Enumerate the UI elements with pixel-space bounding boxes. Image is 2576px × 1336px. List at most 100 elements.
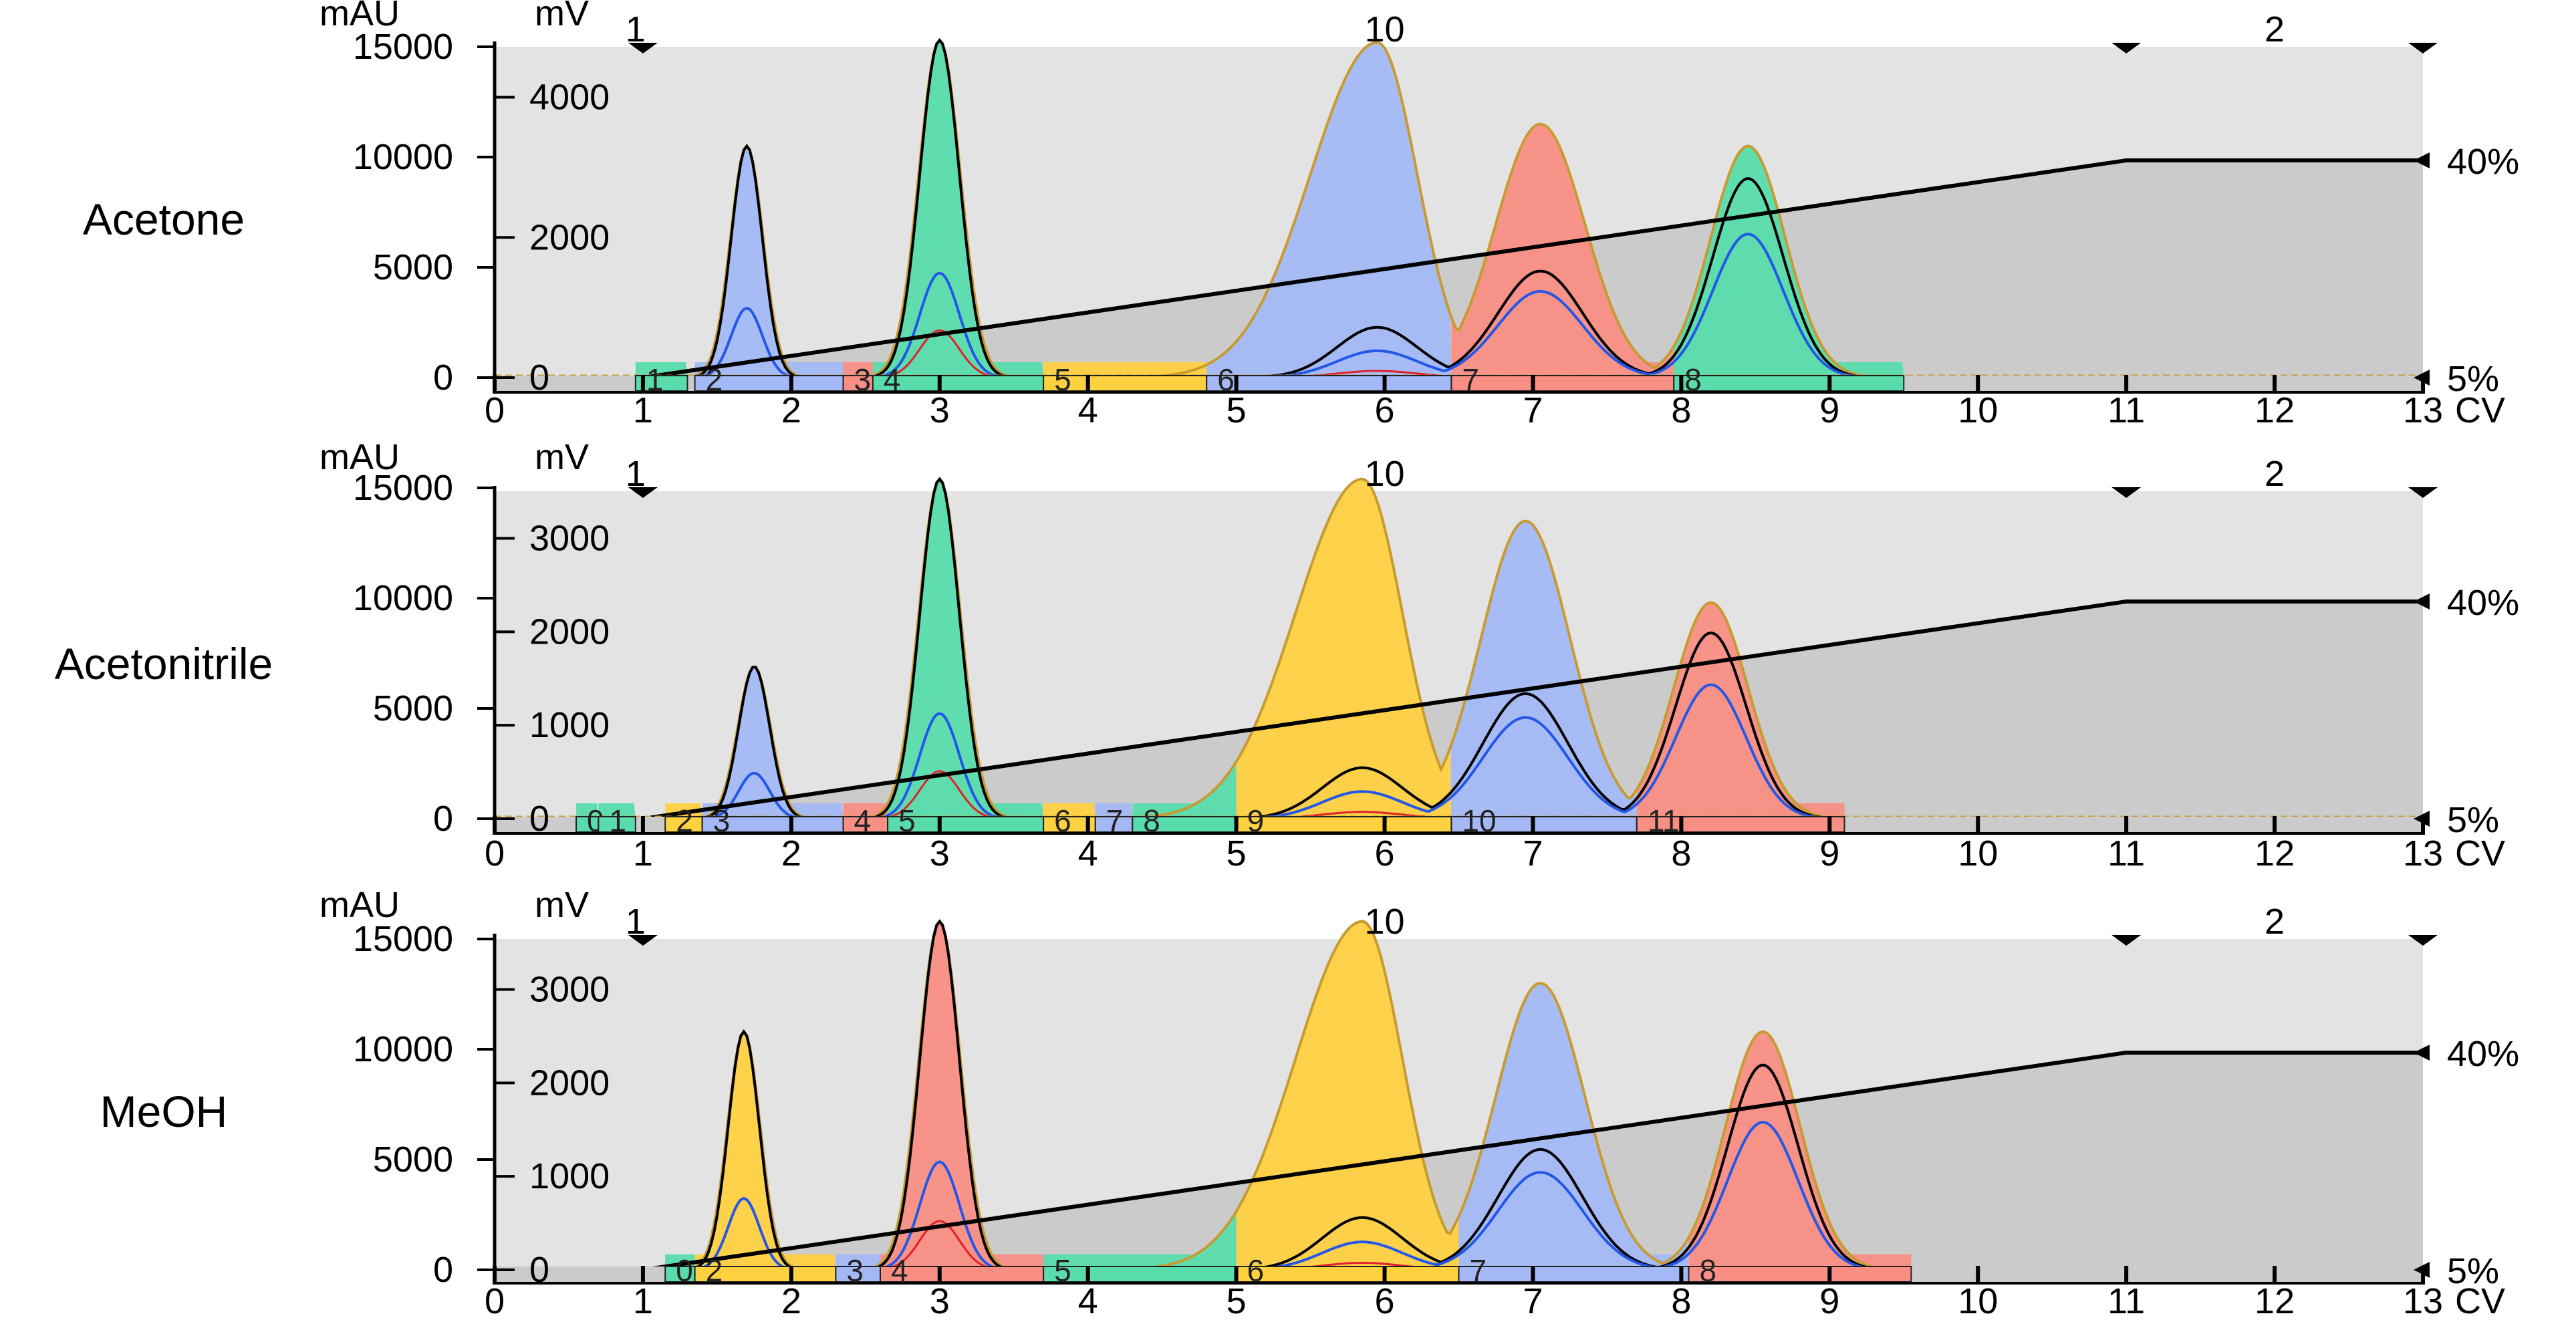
peak-area-fraction-8 xyxy=(1132,761,1237,819)
x-axis-unit: CV xyxy=(2455,390,2505,430)
segment-label-10: 10 xyxy=(1364,454,1404,494)
y-right-tick-label-0: 0 xyxy=(529,799,549,839)
gradient-marker xyxy=(2414,1262,2430,1278)
x-tick-label-10: 10 xyxy=(1958,1281,1998,1321)
x-tick-label-0: 0 xyxy=(485,390,505,430)
x-tick-label-2: 2 xyxy=(781,390,801,430)
y-right-tick-label-1000: 1000 xyxy=(529,1156,610,1196)
gradient-area xyxy=(495,160,2423,378)
x-tick-label-6: 6 xyxy=(1375,1281,1395,1321)
x-tick-label-1: 1 xyxy=(633,1281,653,1321)
gradient-label-5: 5% xyxy=(2447,800,2499,840)
peak-area-fraction-9 xyxy=(1236,479,1452,819)
peak-area-fraction-7 xyxy=(1095,803,1133,819)
x-tick-label-1: 1 xyxy=(633,833,653,874)
x-tick-label-7: 7 xyxy=(1523,390,1543,430)
x-tick-label-11: 11 xyxy=(2107,1281,2145,1321)
peak-area-fraction-1 xyxy=(598,803,636,819)
gradient-label-40: 40% xyxy=(2447,142,2519,182)
fraction-bar-6 xyxy=(1235,1266,1460,1283)
y-left-tick-label-15000: 15000 xyxy=(353,919,453,959)
y-right-tick-label-2000: 2000 xyxy=(529,612,610,652)
x-tick-label-9: 9 xyxy=(1819,1281,1839,1321)
peak-area-fraction-3 xyxy=(843,362,873,378)
fraction-bar-7 xyxy=(1458,1266,1690,1283)
solvent-label-acetone: Acetone xyxy=(82,194,245,244)
x-tick-label-7: 7 xyxy=(1523,1281,1543,1321)
y-right-unit: mV xyxy=(535,0,589,33)
x-tick-label-5: 5 xyxy=(1227,1281,1247,1321)
x-tick-label-7: 7 xyxy=(1523,833,1543,874)
x-tick-label-4: 4 xyxy=(1078,833,1098,874)
y-right-tick-label-1000: 1000 xyxy=(529,705,610,745)
segment-label-2: 2 xyxy=(2265,9,2285,49)
chart-panel-2: 0 2 3 4 5 6 7 80 1 2 3 4 5 6 7 8 9 10 11 12 13 CV050001000015… xyxy=(319,885,2519,1321)
segment-marker xyxy=(628,935,658,946)
gradient-area xyxy=(495,1053,2423,1270)
fraction-bar-5 xyxy=(1043,1266,1237,1283)
gradient-marker xyxy=(2414,152,2430,168)
fraction-bar-7 xyxy=(1450,375,1675,392)
y-right-tick-label-3000: 3000 xyxy=(529,970,610,1010)
y-left-unit: mAU xyxy=(319,885,400,925)
segment-marker xyxy=(628,487,658,498)
x-tick-label-5: 5 xyxy=(1227,833,1247,874)
y-left-tick-label-5000: 5000 xyxy=(373,247,453,287)
peak-area-fraction-0 xyxy=(576,803,599,819)
fraction-bar-8 xyxy=(1688,1266,1912,1283)
segment-marker xyxy=(2111,43,2142,53)
x-tick-label-6: 6 xyxy=(1375,833,1395,874)
y-left-tick-label-0: 0 xyxy=(433,799,453,839)
y-right-tick-label-2000: 2000 xyxy=(529,217,610,257)
y-left-tick-label-0: 0 xyxy=(433,358,453,398)
x-tick-label-9: 9 xyxy=(1819,390,1839,430)
peak-area-fraction-5 xyxy=(1043,1211,1237,1270)
x-tick-label-13: 13 xyxy=(2403,1281,2443,1321)
fraction-bar-8 xyxy=(1673,375,1905,392)
peak-area-fraction-4 xyxy=(872,41,1044,378)
segment-marker xyxy=(628,43,658,53)
y-left-tick-label-5000: 5000 xyxy=(373,688,453,728)
x-tick-label-11: 11 xyxy=(2107,833,2145,874)
solvent-label-acetonitrile: Acetonitrile xyxy=(54,639,273,688)
peak-area-fraction-10 xyxy=(1451,521,1637,819)
x-tick-label-4: 4 xyxy=(1078,1281,1098,1321)
segment-marker xyxy=(2408,43,2438,53)
x-tick-label-4: 4 xyxy=(1078,390,1098,430)
x-tick-label-2: 2 xyxy=(781,1281,801,1321)
peak-area-fraction-6 xyxy=(1043,803,1096,819)
gradient-label-5: 5% xyxy=(2447,359,2499,399)
gradient-marker xyxy=(2414,593,2430,610)
peak-area-fraction-6 xyxy=(1206,42,1452,378)
chart-panel-1: 0 1 2 3 4 5 6 7 8 9 10 110 1 2 3 4 5 6 7 8 9 10 11 12 13 CV050001… xyxy=(319,437,2519,874)
gradient-label-40: 40% xyxy=(2447,1034,2519,1074)
y-left-tick-label-10000: 10000 xyxy=(353,137,453,177)
peak-area-fraction-8 xyxy=(1674,146,1904,378)
segment-label-1: 1 xyxy=(626,9,646,49)
x-tick-label-12: 12 xyxy=(2255,833,2295,874)
segment-marker xyxy=(2111,935,2142,946)
peak-area-fraction-6 xyxy=(1236,921,1459,1270)
x-tick-label-1: 1 xyxy=(633,390,653,430)
segment-marker xyxy=(2408,487,2438,498)
segment-label-2: 2 xyxy=(2265,902,2285,942)
fraction-bar-6 xyxy=(1206,375,1452,392)
x-tick-label-2: 2 xyxy=(781,833,801,874)
y-right-tick-label-4000: 4000 xyxy=(529,78,610,118)
y-right-unit: mV xyxy=(535,437,589,477)
x-tick-label-13: 13 xyxy=(2403,390,2443,430)
x-tick-label-5: 5 xyxy=(1227,390,1247,430)
x-tick-label-13: 13 xyxy=(2403,833,2443,874)
y-left-tick-label-0: 0 xyxy=(433,1250,453,1290)
x-tick-label-11: 11 xyxy=(2107,390,2145,430)
peak-area-fraction-2 xyxy=(694,1033,836,1270)
segment-label-10: 10 xyxy=(1364,902,1404,942)
gradient-area xyxy=(495,602,2423,819)
x-tick-label-6: 6 xyxy=(1375,390,1395,430)
gradient-label-40: 40% xyxy=(2447,583,2519,623)
peak-area-fraction-7 xyxy=(1458,983,1689,1270)
x-tick-label-8: 8 xyxy=(1671,833,1691,874)
peak-area-fraction-11 xyxy=(1636,602,1845,819)
